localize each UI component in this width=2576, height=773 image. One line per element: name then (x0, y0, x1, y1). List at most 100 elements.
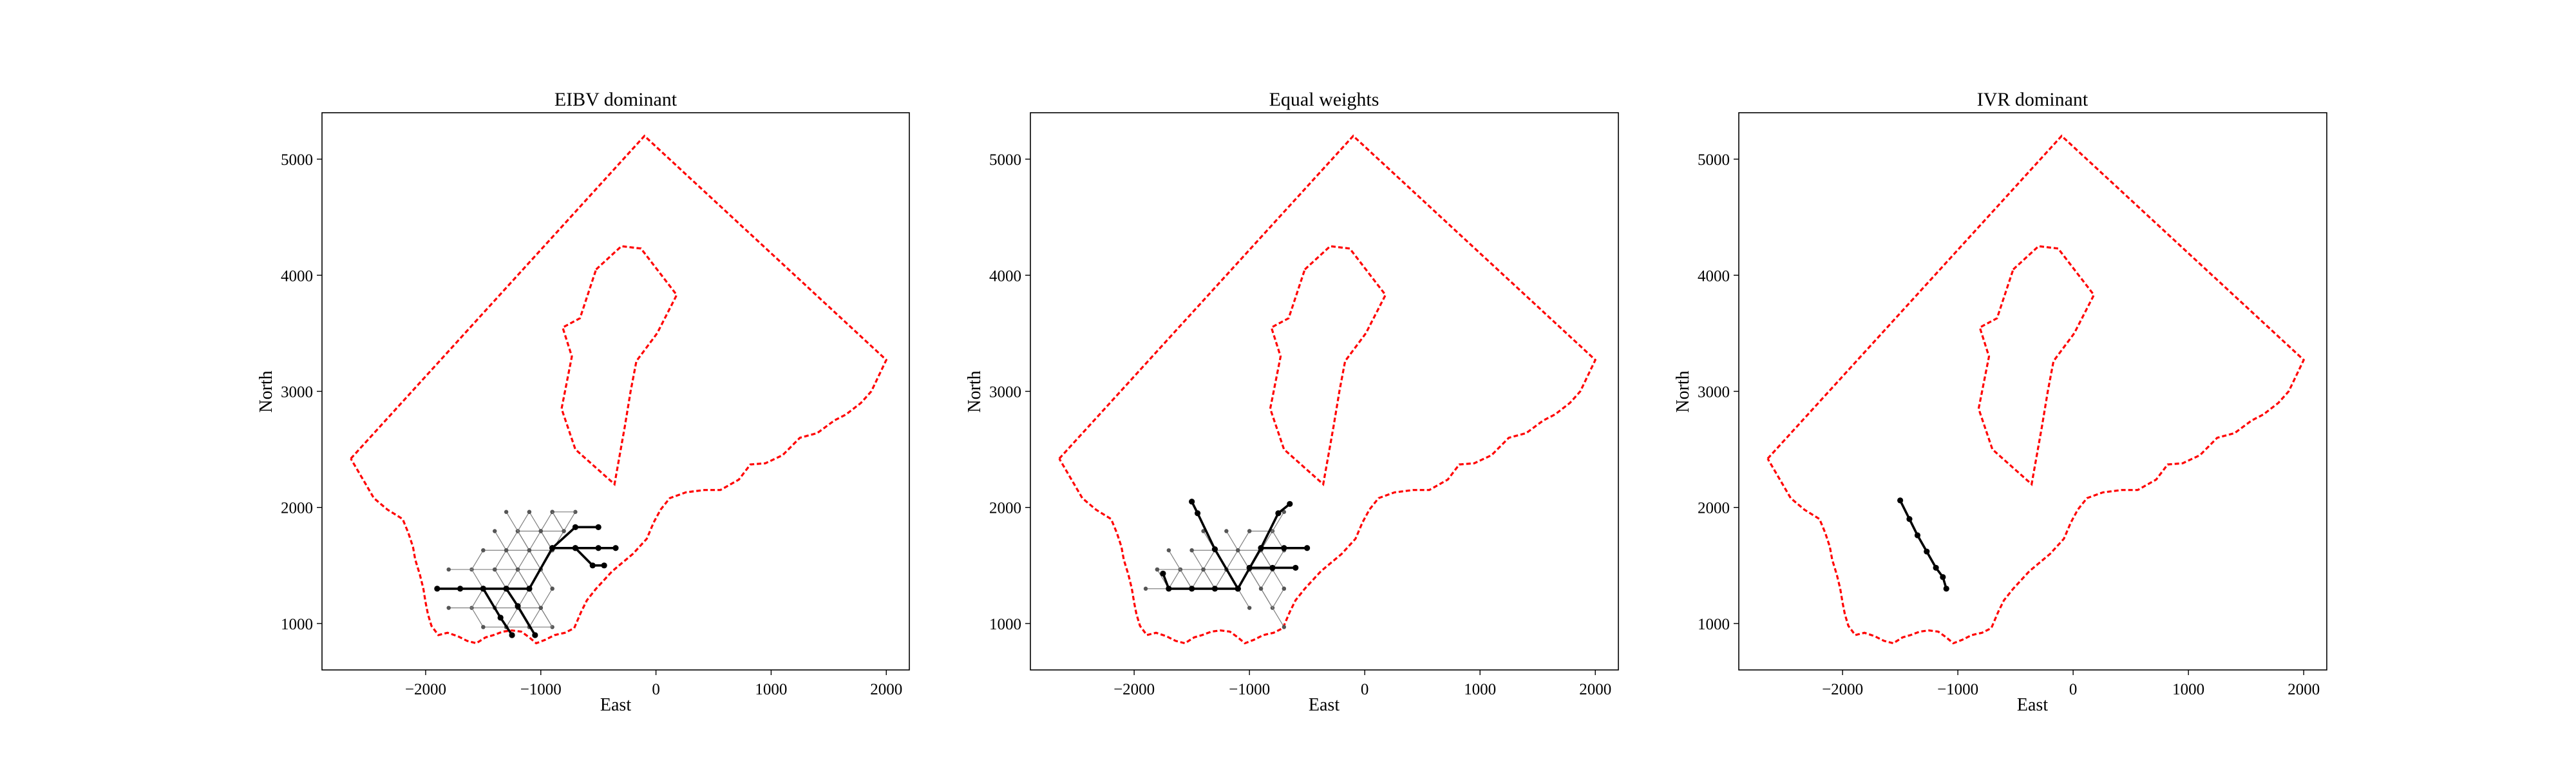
outer-boundary (350, 134, 888, 645)
y-tick-label: 1000 (1698, 616, 1730, 633)
branch-segment (1203, 549, 1215, 570)
branch-node (562, 529, 566, 533)
x-tick-label: 2000 (870, 681, 902, 698)
waypoint (1914, 532, 1921, 539)
waypoint (572, 524, 579, 530)
x-tick-label: −2000 (405, 681, 446, 698)
branch-segment (540, 588, 553, 608)
x-tick-label: 2000 (1579, 681, 1611, 698)
branch-node (1143, 586, 1148, 591)
branch-node (1201, 529, 1206, 533)
panel-title: EIBV dominant (554, 89, 677, 110)
waypoint (595, 524, 601, 530)
waypoint (1924, 548, 1930, 555)
x-tick-label: 2000 (2287, 681, 2320, 698)
waypoint (549, 545, 556, 551)
y-tick-label: 1000 (989, 616, 1021, 633)
waypoint (1933, 564, 1939, 571)
waypoint (1293, 564, 1299, 571)
y-axis-label: North (1673, 370, 1693, 412)
branch-segment (471, 607, 484, 627)
branch-node (527, 510, 532, 514)
branch-segment (1214, 569, 1227, 589)
outer-boundary (1058, 134, 1597, 645)
branch-segment (494, 588, 507, 608)
waypoint (1211, 546, 1218, 553)
branch-segment (1260, 588, 1273, 608)
waypoint (1211, 586, 1218, 592)
branch-segment (564, 511, 576, 531)
y-tick-label: 5000 (989, 151, 1021, 169)
branch-node (493, 529, 497, 533)
waypoint (1258, 545, 1264, 551)
branch-segment (529, 549, 542, 570)
plot-frame (1030, 112, 1619, 671)
waypoint (1166, 586, 1172, 592)
y-tick-label: 1000 (281, 616, 313, 633)
waypoint (457, 586, 464, 592)
branch-node (1258, 586, 1264, 591)
inner-boundary (560, 245, 678, 486)
waypoint (509, 632, 515, 638)
y-tick-label: 3000 (1698, 384, 1730, 401)
branch-node (504, 510, 509, 514)
planned-path (551, 526, 599, 549)
waypoint (497, 615, 504, 621)
branch-node (446, 606, 451, 610)
x-tick-label: −1000 (1229, 681, 1270, 698)
branch-segment (1237, 531, 1250, 551)
x-tick-label: 1000 (1464, 681, 1496, 698)
waypoint (1160, 570, 1166, 577)
y-axis-label: North (965, 370, 985, 412)
waypoint (601, 562, 607, 569)
branch-segment (529, 607, 542, 627)
branch-segment (1168, 569, 1181, 589)
waypoint (434, 586, 440, 592)
waypoint (1189, 499, 1195, 505)
y-tick-label: 3000 (281, 384, 313, 401)
waypoint (1281, 545, 1287, 551)
x-tick-label: 0 (1361, 681, 1369, 698)
waypoint (532, 632, 538, 638)
branch-segment (1180, 569, 1193, 589)
panel-title: IVR dominant (1977, 89, 2088, 110)
waypoint (480, 586, 486, 592)
branch-segment (529, 588, 542, 608)
y-tick-label: 4000 (281, 267, 313, 285)
outer-boundary (1766, 134, 2306, 645)
y-axis-label: North (256, 370, 276, 412)
branch-node (1155, 567, 1160, 572)
waypoint (595, 545, 601, 551)
y-tick-label: 2000 (1698, 500, 1730, 517)
waypoint (572, 545, 579, 551)
branch-node (1247, 606, 1252, 610)
branch-segment (1272, 607, 1285, 627)
y-tick-label: 5000 (1698, 151, 1730, 169)
branch-node (1224, 529, 1229, 533)
branch-segment (540, 511, 553, 531)
branch-segment (1249, 569, 1262, 589)
planned-path (574, 547, 605, 567)
branch-segment (517, 549, 530, 570)
x-axis-label: East (2017, 695, 2048, 715)
waypoint (1194, 510, 1201, 517)
branch-segment (506, 549, 518, 570)
waypoint (1943, 586, 1949, 592)
branch-segment (1272, 569, 1285, 589)
candidate-branches (446, 510, 578, 629)
plot-frame (1738, 112, 2327, 671)
branch-segment (529, 531, 542, 551)
y-tick-label: 3000 (989, 384, 1021, 401)
branch-segment (1203, 569, 1215, 589)
x-tick-label: 1000 (2172, 681, 2204, 698)
panel-equal-weights: Equal weights East North −2000 −1000 0 1000… (965, 89, 1619, 715)
x-tick-label: 1000 (755, 681, 787, 698)
panel-title: Equal weights (1269, 89, 1379, 110)
planned-path (482, 587, 513, 636)
branch-node (504, 548, 509, 553)
inner-boundary (1269, 245, 1387, 486)
planned-path (1190, 501, 1239, 589)
waypoint (1246, 564, 1253, 571)
branch-segment (1226, 549, 1238, 570)
branch-segment (529, 511, 542, 531)
